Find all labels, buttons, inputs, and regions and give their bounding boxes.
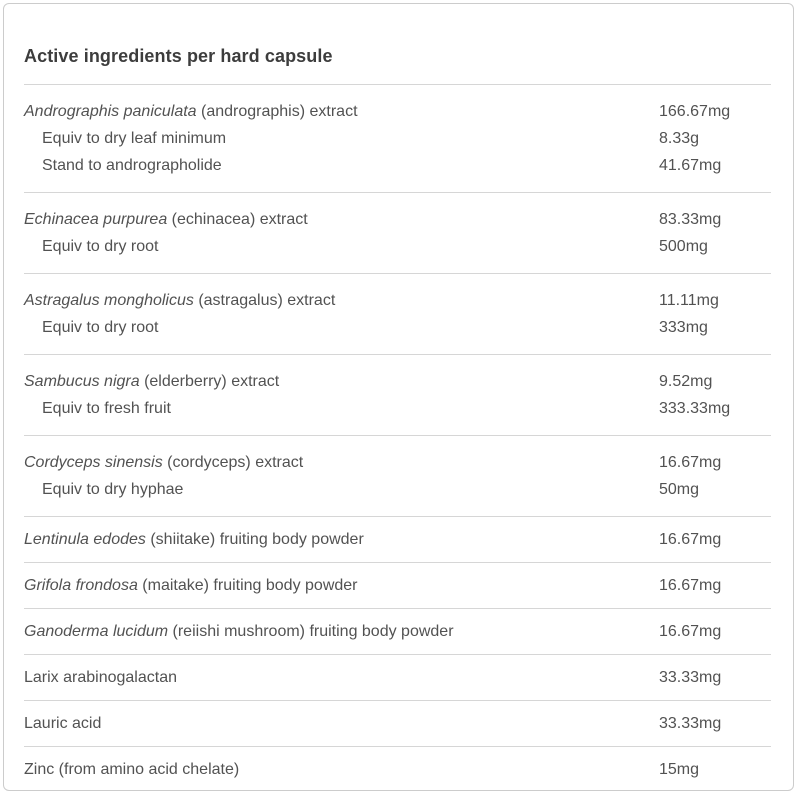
ingredient-name: Cordyceps sinensis (cordyceps) extract: [24, 449, 659, 476]
ingredient-amount: 166.67mg: [659, 103, 731, 120]
ingredient-name: Sambucus nigra (elderberry) extract: [24, 368, 659, 395]
ingredient-section-echinacea: Echinacea purpurea (echinacea) extract 8…: [24, 193, 771, 274]
ingredient-name-rest: (reiishi mushroom) fruiting body powder: [168, 623, 454, 640]
ingredients-panel: Active ingredients per hard capsule Andr…: [3, 3, 794, 791]
ingredient-row: Grifola frondosa (maitake) fruiting body…: [24, 572, 771, 599]
ingredient-section-lauric-acid: Lauric acid 33.33mg: [24, 701, 771, 747]
ingredient-section-zinc: Zinc (from amino acid chelate) 15mg: [24, 747, 771, 790]
ingredient-name: Andrographis paniculata (andrographis) e…: [24, 98, 659, 125]
ingredient-name-rest: (cordyceps) extract: [162, 454, 304, 471]
ingredient-latin-name: Cordyceps sinensis: [24, 454, 163, 471]
ingredient-name-rest: (elderberry) extract: [139, 373, 280, 390]
ingredient-latin-name: Ganoderma lucidum: [24, 623, 169, 640]
ingredient-amount: 33.33mg: [659, 669, 722, 686]
subrow-amount: 50mg: [659, 481, 700, 498]
subrow-amount: 500mg: [659, 238, 708, 255]
ingredient-row: Andrographis paniculata (andrographis) e…: [24, 98, 771, 125]
subrow-label: Equiv to dry root: [42, 319, 159, 336]
ingredient-name: Astragalus mongholicus (astragalus) extr…: [24, 287, 659, 314]
ingredient-row: Cordyceps sinensis (cordyceps) extract 1…: [24, 449, 771, 476]
ingredient-amount: 9.52mg: [659, 373, 713, 390]
ingredient-name: Lauric acid: [24, 710, 659, 737]
ingredient-row: Ganoderma lucidum (reiishi mushroom) fru…: [24, 618, 771, 645]
ingredient-subrow: Equiv to fresh fruit 333.33mg: [24, 395, 771, 422]
subrow-label: Equiv to dry hyphae: [42, 481, 184, 498]
subrow-amount: 41.67mg: [659, 157, 722, 174]
ingredient-name-rest: (maitake) fruiting body powder: [137, 577, 358, 594]
ingredient-name: Zinc (from amino acid chelate): [24, 756, 659, 783]
panel-title: Active ingredients per hard capsule: [24, 46, 333, 66]
ingredient-name: Lentinula edodes (shiitake) fruiting bod…: [24, 526, 659, 553]
ingredient-subrow: Equiv to dry hyphae 50mg: [24, 476, 771, 503]
ingredient-latin-name: Astragalus mongholicus: [24, 292, 194, 309]
ingredient-latin-name: Echinacea purpurea: [24, 211, 168, 228]
ingredient-latin-name: Grifola frondosa: [24, 577, 138, 594]
ingredient-name-rest: Lauric acid: [24, 715, 102, 732]
ingredient-row: Sambucus nigra (elderberry) extract 9.52…: [24, 368, 771, 395]
ingredient-subrow: Equiv to dry leaf minimum 8.33g: [24, 125, 771, 152]
subrow-amount: 333mg: [659, 319, 708, 336]
subrow-amount: 333.33mg: [659, 400, 731, 417]
ingredient-name: Ganoderma lucidum (reiishi mushroom) fru…: [24, 618, 659, 645]
ingredient-amount: 11.11mg: [659, 292, 719, 309]
ingredient-amount: 33.33mg: [659, 715, 722, 732]
subrow-amount: 8.33g: [659, 130, 700, 147]
subrow-label: Equiv to dry leaf minimum: [42, 130, 227, 147]
ingredient-name-rest: (shiitake) fruiting body powder: [145, 531, 364, 548]
ingredient-section-andrographis: Andrographis paniculata (andrographis) e…: [24, 85, 771, 193]
ingredient-row: Astragalus mongholicus (astragalus) extr…: [24, 287, 771, 314]
ingredient-amount: 16.67mg: [659, 531, 722, 548]
ingredient-amount: 16.67mg: [659, 623, 722, 640]
ingredient-name-rest: (echinacea) extract: [167, 211, 308, 228]
ingredient-section-larix: Larix arabinogalactan 33.33mg: [24, 655, 771, 701]
ingredient-subrow: Stand to andrographolide 41.67mg: [24, 152, 771, 179]
ingredient-row: Echinacea purpurea (echinacea) extract 8…: [24, 206, 771, 233]
ingredient-name-rest: Larix arabinogalactan: [24, 669, 177, 686]
subrow-label: Stand to andrographolide: [42, 157, 222, 174]
ingredient-subrow: Equiv to dry root 333mg: [24, 314, 771, 341]
ingredient-section-shiitake: Lentinula edodes (shiitake) fruiting bod…: [24, 517, 771, 563]
ingredient-amount: 15mg: [659, 761, 700, 778]
ingredient-row: Larix arabinogalactan 33.33mg: [24, 664, 771, 691]
ingredient-name-rest: (andrographis) extract: [196, 103, 358, 120]
ingredient-name-rest: Zinc (from amino acid chelate): [24, 761, 240, 778]
ingredient-latin-name: Andrographis paniculata: [24, 103, 197, 120]
ingredient-name-rest: (astragalus) extract: [193, 292, 336, 309]
ingredient-section-cordyceps: Cordyceps sinensis (cordyceps) extract 1…: [24, 436, 771, 517]
ingredient-section-maitake: Grifola frondosa (maitake) fruiting body…: [24, 563, 771, 609]
ingredient-section-astragalus: Astragalus mongholicus (astragalus) extr…: [24, 274, 771, 355]
ingredient-row: Lauric acid 33.33mg: [24, 710, 771, 737]
ingredient-row: Lentinula edodes (shiitake) fruiting bod…: [24, 526, 771, 553]
ingredient-amount: 16.67mg: [659, 454, 722, 471]
header-divider: [24, 84, 771, 85]
ingredient-subrow: Equiv to dry root 500mg: [24, 233, 771, 260]
ingredient-name: Grifola frondosa (maitake) fruiting body…: [24, 572, 659, 599]
ingredient-latin-name: Lentinula edodes: [24, 531, 146, 548]
ingredient-amount: 83.33mg: [659, 211, 722, 228]
ingredient-section-elderberry: Sambucus nigra (elderberry) extract 9.52…: [24, 355, 771, 436]
ingredient-section-reishi: Ganoderma lucidum (reiishi mushroom) fru…: [24, 609, 771, 655]
ingredient-row: Zinc (from amino acid chelate) 15mg: [24, 756, 771, 783]
ingredient-name: Larix arabinogalactan: [24, 664, 659, 691]
subrow-label: Equiv to dry root: [42, 238, 159, 255]
ingredient-latin-name: Sambucus nigra: [24, 373, 140, 390]
ingredient-name: Echinacea purpurea (echinacea) extract: [24, 206, 659, 233]
subrow-label: Equiv to fresh fruit: [42, 400, 171, 417]
ingredient-amount: 16.67mg: [659, 577, 722, 594]
